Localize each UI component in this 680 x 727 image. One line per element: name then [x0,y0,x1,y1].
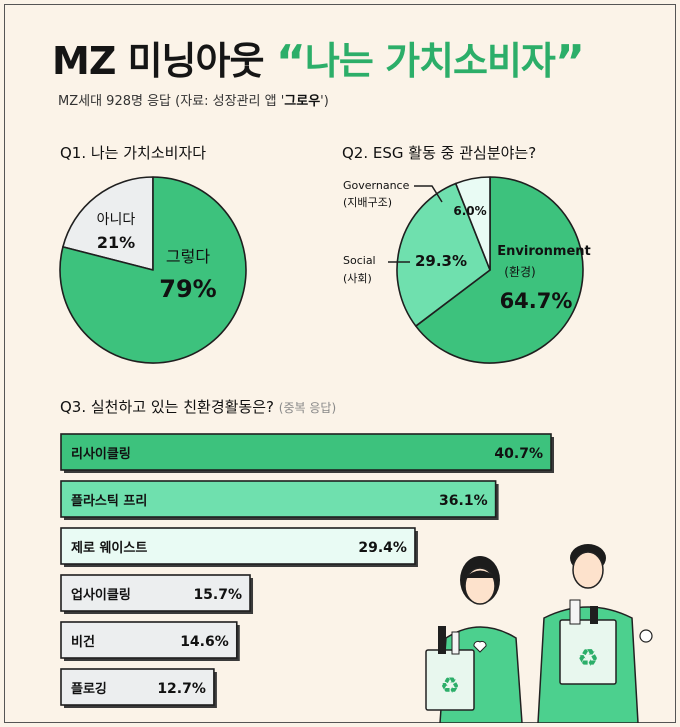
q3-bar [60,574,251,612]
woman-figure: ♻ [425,556,523,723]
q3-bar-label: 플라스틱 프리 [71,493,147,509]
q3-bar-label: 비건 [71,634,95,650]
q3-title-text: Q3. 실천하고 있는 친환경활동은? [60,398,274,416]
q1-label-yes: 그렇다 [166,247,210,266]
q3-bar [60,433,552,471]
man-figure: ♻ [537,544,653,723]
title-part-1: MZ 미닝아웃 [52,39,264,83]
q3-title-note: (중복 응답) [278,401,337,415]
q3-bar [60,480,497,518]
title-part-2: 나는 가치소비자 [304,39,556,83]
q1-value-yes: 79% [159,275,216,303]
q3-title: Q3. 실천하고 있는 친환경활동은? (중복 응답) [60,396,336,417]
subtitle-close: ') [320,94,329,109]
q3-bar-value: 15.7% [193,587,242,603]
q2-value-social: 29.3% [415,252,467,270]
q3-bar-label: 제로 웨이스트 [71,540,147,556]
q2-slice-environment [415,176,584,364]
q2-sublabel-environment: (환경) [504,265,535,279]
q2-annotation-governance: Governance [343,179,410,192]
q2-value-governance: 6.0% [453,204,486,218]
q3-bar-value: 40.7% [494,446,543,462]
q1-slice-no [62,176,154,271]
q3-bar [60,621,238,659]
q2-leader-governance [414,185,443,203]
subtitle-brand: 그로우 [284,94,321,109]
q1-title: Q1. 나는 가치소비자다 [60,144,207,162]
q3-bar-label: 업사이클링 [71,587,131,603]
svg-text:♻: ♻ [440,674,460,699]
q2-title: Q2. ESG 활동 중 관심분야는? [342,144,537,162]
title-quote-open: “ [275,35,306,89]
subtitle-text: MZ세대 928명 응답 (자료: 성장관리 앱 ' [58,94,285,109]
q3-bar [60,668,215,706]
title-quote-close: ” [554,35,585,89]
q1-slice-yes [59,176,247,364]
q3-bar-value: 29.4% [358,540,407,556]
q2-value-environment: 64.7% [500,289,573,313]
page-title: MZ 미닝아웃 “나는 가치소비자” [52,30,652,89]
q1-value-no: 21% [97,233,135,252]
q2-slice-governance [454,176,491,271]
people-illustration: ♻ ♻ [425,544,653,723]
q3-bar-label: 플로깅 [71,681,107,697]
q2-annotation-social: Social [343,254,376,267]
q2-annotation-social-sub: (사회) [343,272,372,285]
q1-label-no: 아니다 [97,212,136,228]
page-subtitle: MZ세대 928명 응답 (자료: 성장관리 앱 '그로우') [58,90,329,109]
q2-slice-social [396,182,491,327]
q3-bar [60,527,416,565]
q3-bar-value: 12.7% [157,681,206,697]
q2-annotation-governance-sub: (지배구조) [343,196,392,209]
q3-bar-value: 14.6% [180,634,229,650]
q3-bar-label: 리사이클링 [71,446,131,462]
q3-bar-value: 36.1% [439,493,488,509]
svg-text:♻: ♻ [577,644,599,672]
q2-label-environment: Environment [497,244,591,259]
